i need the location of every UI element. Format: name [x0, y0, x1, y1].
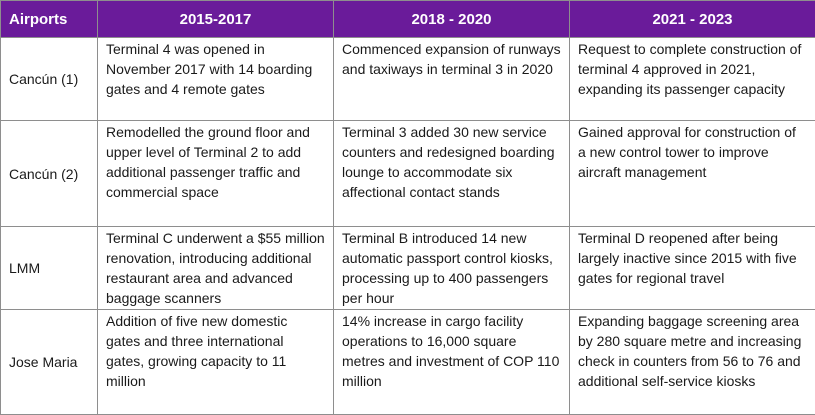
header-period-2018-2020: 2018 - 2020	[334, 1, 570, 38]
period-2018-2020-cell: 14% increase in cargo facility operation…	[334, 310, 570, 415]
table-row: Cancún (1) Terminal 4 was opened in Nove…	[1, 38, 815, 121]
airport-name-cell: Cancún (1)	[1, 38, 98, 121]
period-2021-2023-cell: Gained approval for construction of a ne…	[570, 121, 815, 227]
header-airports: Airports	[1, 1, 98, 38]
airport-name-cell: LMM	[1, 227, 98, 310]
airport-name-cell: Cancún (2)	[1, 121, 98, 227]
period-2018-2020-cell: Commenced expansion of runways and taxiw…	[334, 38, 570, 121]
period-2021-2023-cell: Request to complete construction of term…	[570, 38, 815, 121]
header-period-2021-2023: 2021 - 2023	[570, 1, 815, 38]
period-2018-2020-cell: Terminal B introduced 14 new automatic p…	[334, 227, 570, 310]
period-2018-2020-cell: Terminal 3 added 30 new service counters…	[334, 121, 570, 227]
period-2015-2017-cell: Remodelled the ground floor and upper le…	[98, 121, 334, 227]
table-body: Cancún (1) Terminal 4 was opened in Nove…	[1, 38, 815, 415]
header-period-2015-2017: 2015-2017	[98, 1, 334, 38]
period-2015-2017-cell: Addition of five new domestic gates and …	[98, 310, 334, 415]
table-header: Airports 2015-2017 2018 - 2020 2021 - 20…	[1, 1, 815, 38]
period-2021-2023-cell: Expanding baggage screening area by 280 …	[570, 310, 815, 415]
header-row: Airports 2015-2017 2018 - 2020 2021 - 20…	[1, 1, 815, 38]
table-row: Cancún (2) Remodelled the ground floor a…	[1, 121, 815, 227]
period-2015-2017-cell: Terminal C underwent a $55 million renov…	[98, 227, 334, 310]
table-row: Jose Maria Addition of five new domestic…	[1, 310, 815, 415]
airport-name-cell: Jose Maria	[1, 310, 98, 415]
period-2015-2017-cell: Terminal 4 was opened in November 2017 w…	[98, 38, 334, 121]
table-row: LMM Terminal C underwent a $55 million r…	[1, 227, 815, 310]
period-2021-2023-cell: Terminal D reopened after being largely …	[570, 227, 815, 310]
